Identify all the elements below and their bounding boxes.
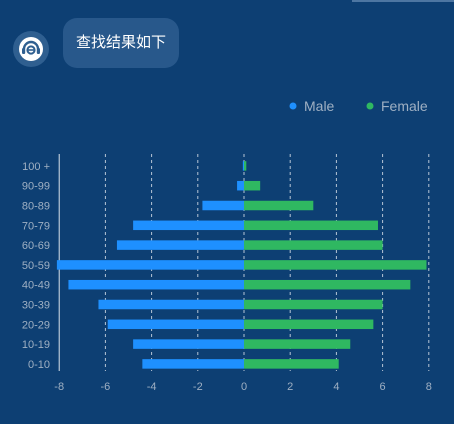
- bar-male: [107, 319, 245, 330]
- bar-male: [242, 161, 244, 171]
- y-tick-label: 40-49: [22, 280, 50, 292]
- y-tick-label: 100 +: [22, 161, 50, 173]
- bar-male: [56, 260, 244, 270]
- x-tick-label: 2: [287, 381, 293, 393]
- y-tick-label: 80-89: [22, 201, 50, 213]
- x-tick-label: -8: [54, 381, 64, 393]
- bar-female: [244, 240, 383, 250]
- bar-female: [244, 161, 247, 171]
- bar-male: [202, 200, 244, 211]
- x-tick-label: -2: [193, 381, 203, 393]
- bar-male: [68, 279, 244, 290]
- y-tick-label: 20-29: [22, 319, 50, 331]
- legend-female-label: Female: [381, 98, 428, 114]
- bar-male: [133, 220, 244, 231]
- bar-male: [116, 240, 244, 250]
- top-edge-strip: [352, 0, 454, 2]
- y-tick-label: 50-59: [22, 260, 50, 272]
- y-tick-label: 90-99: [22, 181, 50, 193]
- y-tick-label: 30-39: [22, 300, 50, 312]
- chart-legend: Male Female: [289, 98, 428, 114]
- legend-male-marker: [289, 102, 297, 110]
- y-tick-label: 0-10: [28, 359, 50, 371]
- x-tick-label: 6: [380, 381, 386, 393]
- chart-bars: [56, 161, 427, 369]
- bar-female: [244, 299, 383, 310]
- bar-male: [237, 180, 244, 191]
- x-axis-labels: -8 -6 -4 -2 0 2 4 6 8: [54, 381, 432, 393]
- x-tick-label: 8: [426, 381, 432, 393]
- population-pyramid-chart: Male Female 0-10 10-19 20-29 30-39 40-49 50-5…: [22, 98, 432, 393]
- bar-female: [244, 180, 261, 191]
- y-axis-labels: 0-10 10-19 20-29 30-39 40-49 50-59 60-69 70-79 8…: [22, 161, 50, 371]
- assistant-avatar: [13, 31, 49, 67]
- chat-message-bubble: 查找结果如下: [63, 18, 180, 68]
- x-tick-label: 0: [241, 381, 247, 393]
- bar-female: [244, 220, 378, 231]
- bar-female: [244, 319, 374, 330]
- y-tick-label: 10-19: [22, 339, 50, 351]
- bar-female: [244, 200, 314, 211]
- bar-female: [244, 359, 339, 369]
- x-tick-label: -4: [147, 381, 157, 393]
- bar-male: [133, 339, 244, 349]
- assistant-avatar-icon: [19, 37, 43, 61]
- legend-male-label: Male: [304, 98, 335, 114]
- y-tick-label: 60-69: [22, 240, 50, 252]
- y-tick-label: 70-79: [22, 220, 50, 232]
- bar-male: [98, 299, 244, 310]
- bar-female: [244, 260, 427, 270]
- bar-female: [244, 279, 411, 290]
- bar-female: [244, 339, 351, 349]
- x-tick-label: 4: [333, 381, 339, 393]
- x-tick-label: -6: [101, 381, 111, 393]
- bar-male: [142, 359, 244, 369]
- legend-female-marker: [366, 102, 374, 110]
